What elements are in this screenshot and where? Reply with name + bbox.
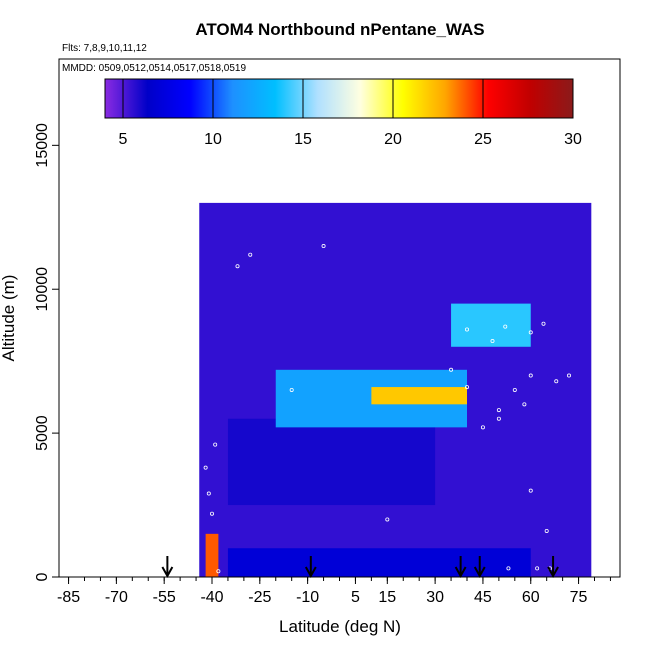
colorbar-tick-label: 30 [564,131,582,148]
y-axis: 0 5000 10000 15000 [34,123,59,581]
sample-point [592,413,597,418]
sample-point [480,425,485,430]
x-tick-label: 5 [351,589,360,606]
colorbar-tick-label: 25 [474,131,492,148]
colorbar-tick-label: 15 [294,131,312,148]
heatmap-field [199,202,592,577]
sample-point [522,402,527,407]
x-axis-label: Latitude (deg N) [279,617,401,636]
sample-point [506,566,511,571]
sample-point [449,367,454,372]
heatmap-region [451,303,531,347]
sample-point [464,385,469,390]
heatmap-region [227,548,531,577]
y-tick-label: 10000 [34,267,51,312]
flight-arrow [547,556,559,579]
x-tick-label: 15 [378,589,396,606]
x-tick-label: -55 [153,589,176,606]
sample-point [385,517,390,522]
sample-point [592,537,597,542]
sample-point [321,244,326,249]
colorbar-fill [104,78,574,119]
x-tick-label: -40 [200,589,223,606]
x-tick-label: -70 [105,589,128,606]
sample-point [496,416,501,421]
x-tick-label: 45 [474,589,492,606]
flight-arrow-head [161,566,174,579]
x-tick-label: -10 [296,589,319,606]
sample-point [289,387,294,392]
sample-point [567,373,572,378]
x-tick-label: 75 [570,589,588,606]
sample-point [248,252,253,257]
x-tick-label: -85 [57,589,80,606]
sample-point [216,569,221,574]
flight-arrow [161,556,174,579]
x-axis: -85 -70 -55 -40 -25 -10 5 15 30 45 60 75 [57,577,611,606]
flight-arrow-head [454,566,467,579]
y-tick-label: 0 [34,572,51,581]
heatmap-region [205,533,219,577]
flight-arrow [473,556,486,579]
sample-point [213,442,218,447]
flight-arrow [454,556,467,579]
x-tick-label: -25 [248,589,271,606]
flight-arrow-head [473,566,486,579]
flight-arrow-head [304,566,317,579]
sample-point [206,491,211,496]
sample-point [503,324,508,329]
colorbar-ticks: 5 10 15 20 25 30 [119,79,582,148]
y-axis-label: Altitude (m) [0,275,18,362]
colorbar-tick-label: 5 [119,131,128,148]
sample-point [512,387,517,392]
sample-point [235,264,240,269]
sample-point [490,339,495,344]
colorbar-tick-label: 10 [204,131,222,148]
sample-point [535,566,540,571]
flight-arrow [304,556,317,579]
sample-point [554,379,559,384]
colorbar: 5 10 15 20 25 30 [104,78,582,148]
sample-point [209,511,214,516]
sample-point [541,321,546,326]
flights-label: Flts: 7,8,9,10,11,12 [62,43,147,54]
sample-point [528,330,533,335]
dates-label: MMDD: 0509,0512,0514,0517,0518,0519 [62,63,246,74]
sample-point [496,408,501,413]
flight-arrows [161,556,559,579]
heatmap-region [227,418,436,506]
colorbar-tick-label: 20 [384,131,402,148]
sample-point [528,373,533,378]
chart-title: ATOM4 Northbound nPentane_WAS [195,20,484,39]
x-tick-label: 30 [426,589,444,606]
flight-arrow-head [547,566,559,579]
sample-point [544,528,549,533]
y-tick-label: 15000 [34,123,51,168]
sample-point [203,465,208,470]
x-tick-label: 60 [522,589,540,606]
heatmap-region [371,387,467,405]
sample-point [528,488,533,493]
y-tick-label: 5000 [34,415,51,451]
sample-point [464,327,469,332]
